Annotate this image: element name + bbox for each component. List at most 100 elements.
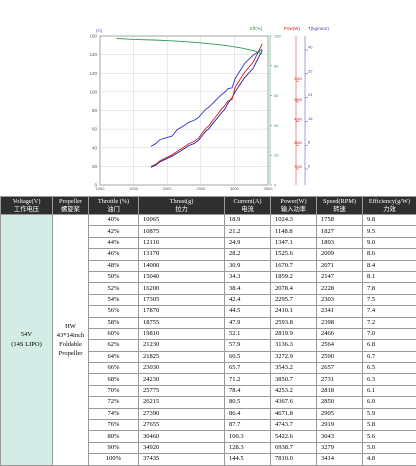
table-cell: 4671.8 [271, 408, 317, 419]
table-cell: 18.9 [225, 215, 271, 226]
table-cell: 70% [89, 385, 139, 396]
table-cell: 3850.7 [271, 374, 317, 385]
table-cell: 44.5 [225, 306, 271, 317]
table-cell: 2919 [317, 420, 363, 431]
table-cell: 5422.6 [271, 431, 317, 442]
table-cell: 6938.7 [271, 442, 317, 453]
x-tick-label: 3000 [230, 186, 240, 191]
table-cell: 87.7 [225, 420, 271, 431]
table-cell: 3279 [317, 442, 363, 453]
table-cell: 52.1 [225, 328, 271, 339]
table-cell: 21230 [139, 340, 225, 351]
table-cell: 26215 [139, 397, 225, 408]
table-cell: 90% [89, 442, 139, 453]
table-cell: 10065 [139, 215, 225, 226]
table-cell: 5.6 [363, 431, 416, 442]
table-cell: 10875 [139, 226, 225, 237]
column-header: Power(W)输入功率 [271, 197, 317, 215]
table-cell: 7.8 [363, 283, 416, 294]
table-cell: 2295.7 [271, 294, 317, 305]
table-cell: 7.4 [363, 306, 416, 317]
table-cell: 6.8 [363, 340, 416, 351]
table-cell: 2228 [317, 283, 363, 294]
table-cell: 9.5 [363, 226, 416, 237]
table-cell: 21.2 [225, 226, 271, 237]
table-cell: 50% [89, 271, 139, 282]
table-cell: 24.9 [225, 237, 271, 248]
table-cell: 7.5 [363, 294, 416, 305]
y-eff-unit: Eff(%) [250, 26, 263, 31]
table-cell: 2590 [317, 351, 363, 362]
y-eff-tick-label: 0 [274, 183, 277, 188]
table-cell: 52% [89, 283, 139, 294]
table-cell: 3414 [317, 454, 363, 465]
column-header: Efficiency(g/W)力效 [363, 197, 416, 215]
table-cell: 2078.4 [271, 283, 317, 294]
y-thrust-tick-label: 40 [308, 45, 313, 50]
table-cell: 1859.2 [271, 271, 317, 282]
table-cell: 2303 [317, 294, 363, 305]
table-cell: 2071 [317, 260, 363, 271]
y-eff-tick-label: 40 [274, 123, 279, 128]
table-cell: 62% [89, 340, 139, 351]
y-eff-tick-label: 60 [274, 93, 279, 98]
table-cell: 2731 [317, 374, 363, 385]
table-cell: 100% [89, 454, 139, 465]
table-cell: 6.0 [363, 397, 416, 408]
table-cell: 8.1 [363, 271, 416, 282]
table-cell: 128.3 [225, 442, 271, 453]
table-cell: 76% [89, 420, 139, 431]
table-cell: 60.5 [225, 351, 271, 362]
y-thrust-tick-label: 24 [308, 92, 313, 97]
table-cell: 2398 [317, 317, 363, 328]
table-cell: 80.5 [225, 397, 271, 408]
table-cell: 16200 [139, 283, 225, 294]
table-cell: 30.9 [225, 260, 271, 271]
table-cell: 2819.9 [271, 328, 317, 339]
table-cell: 3543.2 [271, 363, 317, 374]
table-cell: 1148.8 [271, 226, 317, 237]
table-cell: 9.0 [363, 237, 416, 248]
table-cell: 1670.7 [271, 260, 317, 271]
column-header: Voltage(V)工作电压 [1, 197, 53, 215]
table-cell: 17870 [139, 306, 225, 317]
table-cell: 4743.7 [271, 420, 317, 431]
voltage-cell: 54V(14S LIPO) [1, 215, 53, 466]
table-cell: 42% [89, 226, 139, 237]
table-cell: 1827 [317, 226, 363, 237]
table-cell: 56% [89, 306, 139, 317]
table-cell: 3272.9 [271, 351, 317, 362]
table-cell: 12110 [139, 237, 225, 248]
table-cell: 21825 [139, 351, 225, 362]
y-left-tick-label: 20 [92, 164, 98, 169]
x-tick-label: 2000 [163, 186, 173, 191]
table-cell: 5.0 [363, 442, 416, 453]
table-cell: 27390 [139, 408, 225, 419]
table-cell: 17305 [139, 294, 225, 305]
x-tick-label: 2500 [196, 186, 206, 191]
table-cell: 13170 [139, 249, 225, 260]
column-header: Speed(RPM)转速 [317, 197, 363, 215]
table-cell: 2147 [317, 271, 363, 282]
table-cell: 1893 [317, 237, 363, 248]
y-power-tick-label: 5600 [294, 141, 302, 145]
table-cell: 66% [89, 363, 139, 374]
y-power-unit: Pow(W) [284, 26, 300, 31]
table-cell: 2009 [317, 249, 363, 260]
y-left-tick-label: 140 [89, 52, 97, 57]
table-cell: 8.4 [363, 260, 416, 271]
table-cell: 14000 [139, 260, 225, 271]
y-left-tick-label: 80 [92, 108, 98, 113]
table-cell: 2341 [317, 306, 363, 317]
table-cell: 6.1 [363, 385, 416, 396]
table-cell: 30460 [139, 431, 225, 442]
table-cell: 2657 [317, 363, 363, 374]
table-cell: 2564 [317, 340, 363, 351]
column-header: Thrust(g)拉力 [139, 197, 225, 215]
table-cell: 4253.2 [271, 385, 317, 396]
y-thrust-unit: T(kg/rotor) [308, 26, 330, 31]
table-cell: 68% [89, 374, 139, 385]
